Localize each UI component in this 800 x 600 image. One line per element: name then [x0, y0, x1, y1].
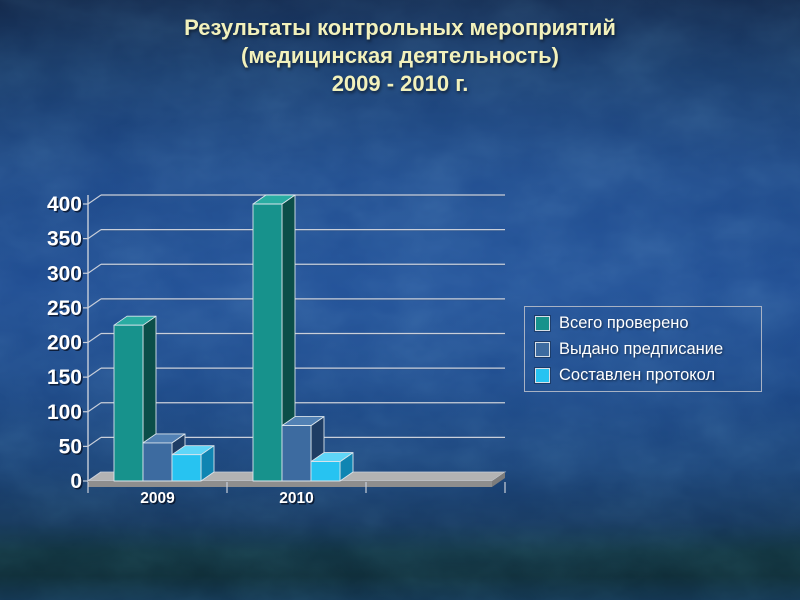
legend-label: Выдано предписание [559, 339, 724, 358]
slide-title-line-2: (медицинская деятельность) [241, 43, 559, 68]
y-tick-label: 300 [47, 262, 82, 285]
y-tick-label: 150 [47, 366, 82, 389]
bar-2010-series-2 [310, 452, 354, 482]
legend-label: Всего проверено [559, 313, 689, 332]
y-tick-label: 300 [48, 264, 83, 287]
legend-item: Всего проверено [535, 314, 761, 333]
legend-swatch-steel-blue [535, 341, 550, 357]
y-gridline-connector [87, 263, 102, 274]
y-tick-label: 50 [59, 435, 82, 458]
legend-label: Составлен протокол [559, 365, 716, 384]
x-tick-label: 2010 [279, 490, 313, 507]
bar-front-face [281, 425, 312, 482]
y-gridline-connector [87, 298, 102, 309]
bar-chart: 0050501001001501502002002502503003003503… [47, 193, 507, 509]
y-tick-label: 400 [47, 193, 82, 216]
y-tick-label: 50 [60, 437, 83, 460]
y-tick-label: 0 [72, 472, 84, 495]
y-tick-label: 350 [48, 229, 83, 252]
y-gridline-connector [87, 333, 102, 343]
slide-title-line-3: 2009 - 2010 г. [331, 71, 469, 96]
x-tick-label: 2010 [281, 492, 315, 509]
bar-front-face [113, 324, 144, 482]
slide-title: Результаты контрольных мероприятий (меди… [0, 14, 800, 98]
bar-front-face [310, 461, 341, 482]
bar-2010-series-0 [252, 194, 296, 482]
y-tick-label: 100 [48, 402, 83, 425]
y-tick-label: 100 [47, 401, 82, 424]
y-gridline-connector [87, 367, 102, 378]
y-tick-label: 350 [47, 228, 82, 251]
y-tick-label: 0 [70, 470, 82, 493]
y-gridline-connector [87, 194, 102, 205]
slide-title-line-1: Результаты контрольных мероприятий [184, 15, 616, 40]
legend-item: Выдано предписание [535, 340, 761, 359]
bar-front-face [142, 442, 173, 482]
y-gridline-connector [87, 436, 102, 447]
y-tick-label: 200 [47, 332, 82, 355]
chart-legend: Всего проверено Выдано предписание Соста… [524, 306, 762, 392]
x-tick-label: 2009 [140, 490, 175, 507]
x-tick-label: 2009 [142, 492, 177, 509]
y-tick-label: 400 [48, 195, 83, 218]
chart-floor-side [492, 472, 505, 487]
bar-front-face [252, 203, 283, 482]
chart-floor-front [88, 481, 492, 487]
y-tick-label: 250 [48, 298, 83, 321]
y-tick-label: 250 [47, 297, 82, 320]
legend-item: Составлен протокол [535, 366, 761, 385]
y-gridline-connector [87, 229, 102, 240]
bar-2009-series-2 [171, 445, 215, 482]
y-gridline-connector [87, 402, 102, 413]
legend-swatch-cyan [535, 367, 550, 383]
bar-front-face [171, 454, 202, 482]
y-tick-label: 150 [48, 368, 83, 391]
legend-swatch-teal [535, 315, 550, 331]
y-tick-label: 200 [48, 333, 83, 356]
